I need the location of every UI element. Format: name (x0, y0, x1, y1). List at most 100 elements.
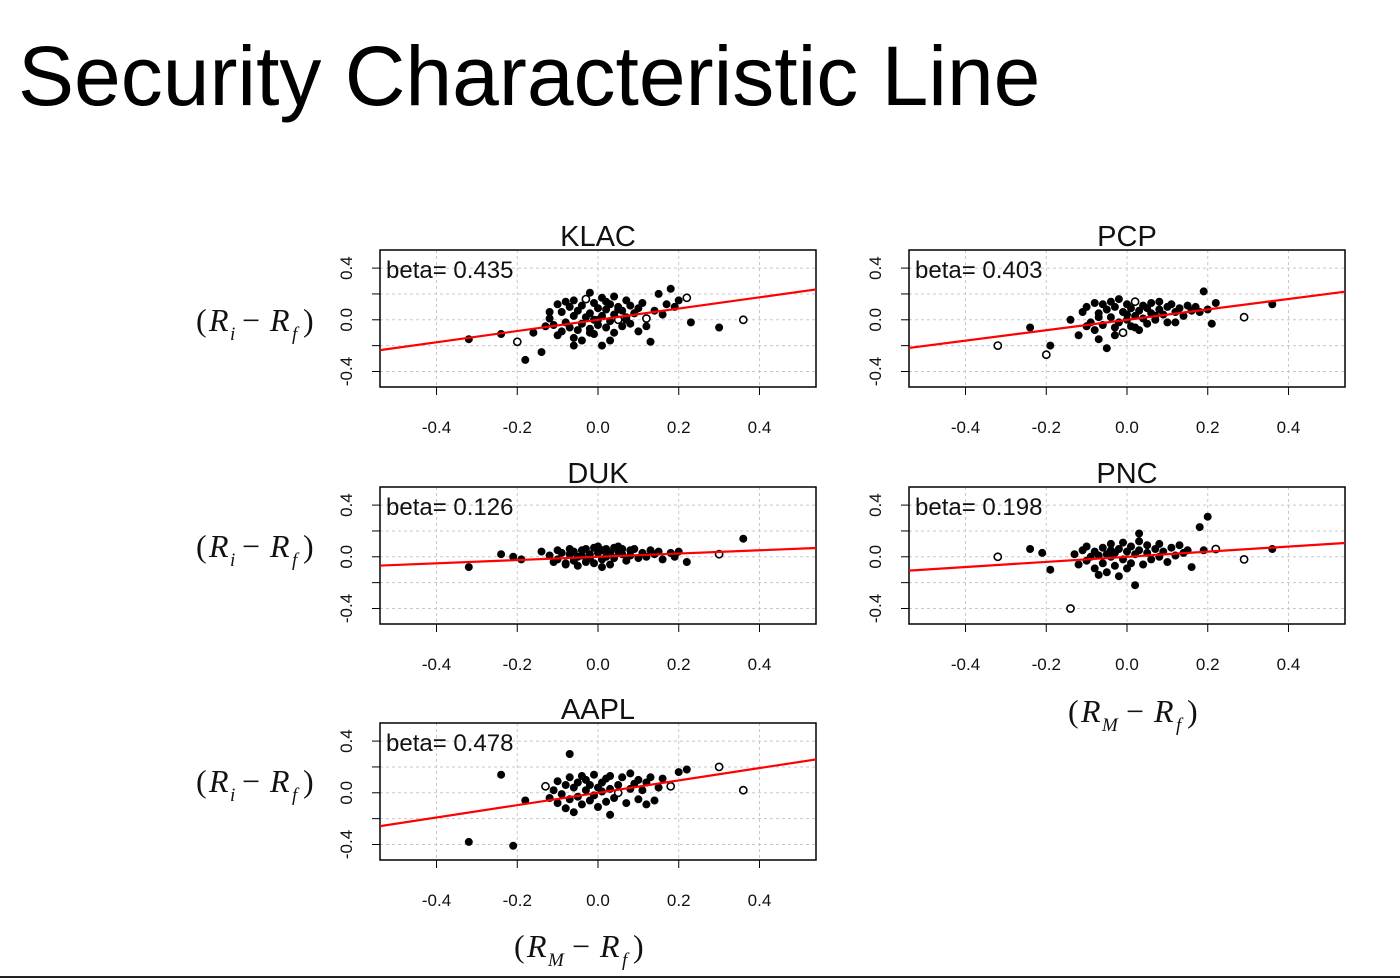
aapl-data-point (650, 796, 659, 805)
duk-x-tick-label: 0.4 (748, 655, 772, 674)
klac-data-point (686, 318, 695, 327)
pcp-x-tick-label: -0.2 (1032, 418, 1061, 437)
klac-data-point (618, 322, 627, 331)
klac-data-point (682, 293, 692, 303)
pnc-panel-title: PNC (1096, 458, 1157, 490)
pcp-beta-annotation: beta= 0.403 (915, 257, 1042, 284)
x-label-open-paren: ( (514, 928, 525, 964)
pnc-beta-annotation: beta= 0.198 (915, 494, 1042, 521)
pnc-data-point (1070, 550, 1079, 559)
duk-data-point (606, 560, 615, 569)
aapl-data-point (606, 772, 615, 781)
pnc-data-point (1135, 537, 1144, 546)
y-label-sub: i (230, 550, 235, 571)
klac-data-point (573, 326, 582, 335)
pnc-data-point (1098, 543, 1107, 552)
klac-data-point (577, 336, 586, 345)
aapl-regression-line (379, 758, 817, 828)
duk-x-tick-label: -0.4 (422, 655, 451, 674)
pnc-data-point (1187, 563, 1196, 572)
klac-x-tick-label: 0.0 (586, 418, 610, 437)
pnc-x-ticks: -0.4 -0.2 0.0 0.2 0.4 (951, 624, 1300, 674)
klac-data-point (589, 299, 598, 308)
pnc-data-point (1147, 555, 1156, 564)
pcp-regression-line (908, 290, 1346, 350)
aapl-data-point (557, 790, 566, 799)
pnc-x-tick-label: -0.2 (1032, 655, 1061, 674)
pnc-y-tick-label: -0.4 (866, 594, 885, 623)
klac-data-point (674, 296, 683, 305)
aapl-x-ticks: -0.4 -0.2 0.0 0.2 0.4 (422, 860, 771, 910)
pcp-data-point (1199, 287, 1208, 296)
duk-data-point (630, 545, 639, 554)
aapl-data-point (666, 781, 676, 791)
pcp-data-point (1106, 313, 1115, 322)
duk-regression-line (379, 546, 817, 567)
duk-data-point (622, 556, 631, 565)
klac-data-point (634, 304, 643, 313)
pcp-data-point (1118, 328, 1128, 338)
klac-x-tick-label: -0.2 (503, 418, 532, 437)
klac-points (464, 284, 748, 364)
aapl-beta-annotation: beta= 0.478 (386, 730, 513, 757)
y-label-var2: R (269, 302, 290, 338)
pnc-data-point (1155, 539, 1164, 548)
klac-data-point (622, 296, 631, 305)
klac-data-point (654, 289, 663, 298)
pcp-data-point (1211, 299, 1220, 308)
aapl-data-point (682, 765, 691, 774)
klac-data-point (553, 300, 562, 309)
klac-data-point (638, 299, 647, 308)
pnc-data-point (1114, 545, 1123, 554)
aapl-data-point (464, 837, 473, 846)
aapl-data-point (634, 775, 643, 784)
pnc-data-point (1110, 561, 1119, 570)
aapl-y-tick-label: 0.0 (337, 781, 356, 805)
y-label-open-paren: ( (196, 763, 207, 799)
panel-pcp: PCP beta= 0.403 -0.4 -0.2 0.0 0.2 0.4 -0.4 0.… (866, 221, 1346, 437)
y-label-close-paren: ) (303, 528, 314, 564)
klac-data-point (610, 328, 619, 337)
aapl-data-point (602, 797, 611, 806)
klac-data-point (614, 305, 623, 314)
duk-data-point (739, 534, 748, 543)
duk-x-tick-label: -0.2 (503, 655, 532, 674)
y-label-open-paren: ( (196, 528, 207, 564)
y-axis-label-row2: ( R i − R f ) (196, 528, 314, 571)
slide-title: Security Characteristic Line (18, 29, 1041, 123)
klac-y-ticks: -0.4 0.0 0.4 (337, 256, 380, 386)
pnc-data-point (1131, 581, 1140, 590)
klac-data-point (573, 306, 582, 315)
y-label-close-paren: ) (303, 302, 314, 338)
pcp-data-point (1171, 318, 1180, 327)
aapl-points (464, 749, 748, 850)
x-label-close-paren: ) (633, 928, 644, 964)
y-label-var2: R (269, 763, 290, 799)
pcp-data-point (1046, 341, 1055, 350)
pcp-data-point (1074, 331, 1083, 340)
panel-aapl: AAPL beta= 0.478 -0.4 -0.2 0.0 0.2 0.4 -0.4 0… (337, 694, 817, 910)
x-label-var2: R (599, 928, 620, 964)
aapl-data-point (565, 773, 574, 782)
duk-data-point (497, 550, 506, 559)
klac-data-point (606, 300, 615, 309)
pnc-data-point (1139, 560, 1148, 569)
pnc-data-point (1106, 539, 1115, 548)
klac-data-point (610, 292, 619, 301)
klac-data-point (581, 294, 591, 304)
aapl-data-point (638, 786, 647, 795)
pnc-data-point (1118, 538, 1127, 547)
aapl-data-point (646, 773, 655, 782)
y-label-var2: R (269, 528, 290, 564)
panel-duk: DUK beta= 0.126 -0.4 -0.2 0.0 0.2 0.4 -0.4 0.… (337, 458, 817, 674)
duk-x-ticks: -0.4 -0.2 0.0 0.2 0.4 (422, 624, 771, 674)
aapl-data-point (573, 778, 582, 787)
pnc-data-point (1094, 570, 1103, 579)
aapl-data-point (714, 762, 724, 772)
aapl-y-tick-label: 0.4 (337, 729, 356, 753)
duk-y-ticks: -0.4 0.0 0.4 (337, 493, 380, 623)
x-label-minus: − (572, 928, 590, 964)
duk-data-point (557, 548, 566, 557)
aapl-data-point (577, 800, 586, 809)
pcp-x-ticks: -0.4 -0.2 0.0 0.2 0.4 (951, 387, 1300, 437)
